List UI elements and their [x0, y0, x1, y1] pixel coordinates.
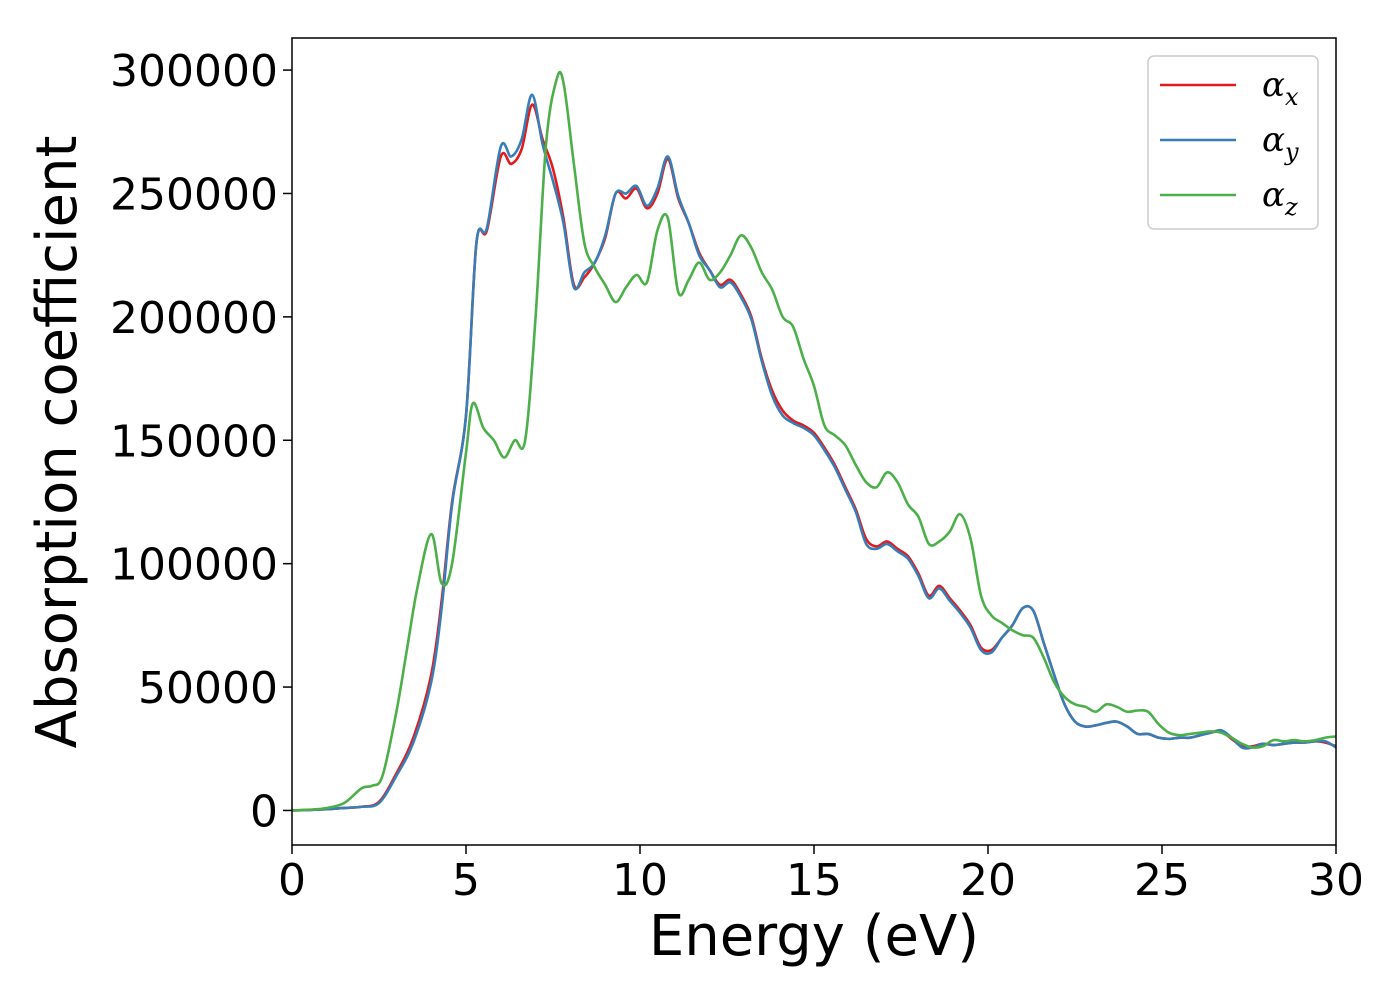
y-tick-label: 0: [250, 786, 278, 837]
x-tick-label: 30: [1308, 855, 1364, 906]
y-tick-label: 300000: [110, 46, 278, 97]
plot-lines: [292, 70, 1336, 812]
y-axis-title: Absorption coefficient: [25, 136, 90, 749]
y-tick-label: 150000: [110, 416, 278, 467]
legend-label-x: αx: [1262, 65, 1299, 111]
y-tick-label: 50000: [138, 663, 278, 714]
x-axis-ticks: 0 5 10 15 20 25 30: [278, 845, 1364, 906]
x-axis-title: Energy (eV): [649, 904, 979, 969]
x-tick-label: 5: [452, 855, 480, 906]
x-tick-label: 25: [1134, 855, 1190, 906]
y-tick-label: 250000: [110, 169, 278, 220]
y-tick-label: 100000: [110, 540, 278, 591]
x-tick-label: 20: [960, 855, 1016, 906]
series-line-y: [292, 93, 1336, 812]
x-tick-label: 10: [612, 855, 668, 906]
x-tick-label: 15: [786, 855, 842, 906]
y-tick-label: 200000: [110, 293, 278, 344]
series-line-z: [292, 70, 1336, 812]
legend: αx αy αz: [1147, 55, 1319, 230]
y-axis-ticks: 0 50000 100000 150000 200000 250000 300000: [110, 46, 292, 837]
legend-label-y: αy: [1262, 120, 1299, 166]
legend-label-z: αz: [1262, 175, 1298, 221]
legend-box: [1147, 55, 1319, 230]
x-tick-label: 0: [278, 855, 306, 906]
